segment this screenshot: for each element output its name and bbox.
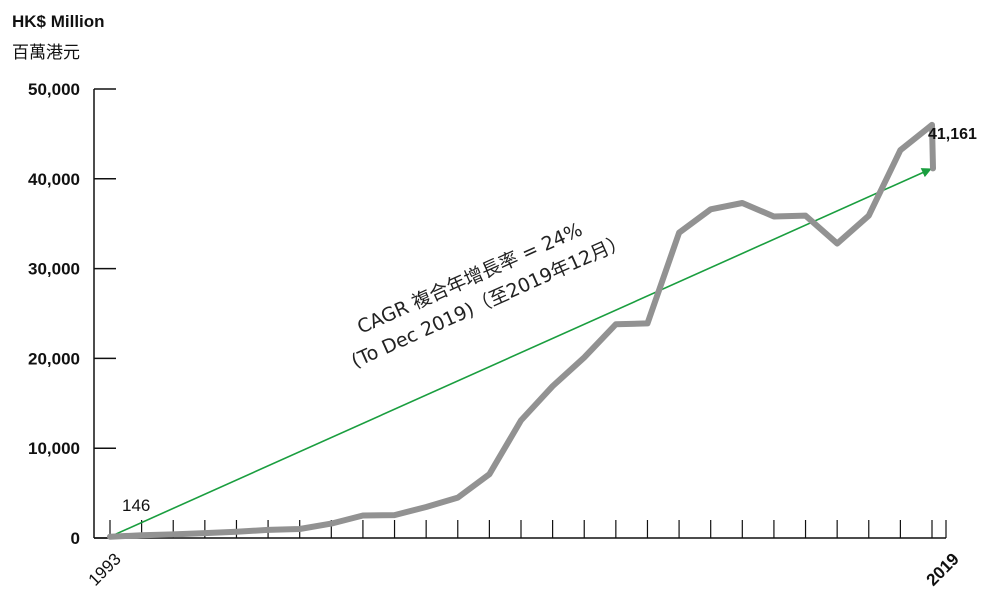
y-tick-label: 20,000 xyxy=(28,349,80,368)
y-axis-unit-label: HK$ Million xyxy=(12,12,105,31)
x-tick-label-last: 2019 xyxy=(923,549,963,589)
data-labels: 146 41,161 xyxy=(122,126,977,515)
cagr-trend-line xyxy=(109,168,932,538)
y-tick-label: 40,000 xyxy=(28,170,80,189)
y-axis-ticks: 0 10,000 20,000 30,000 40,000 50,000 xyxy=(28,80,116,548)
y-axis-unit-label-chinese: 百萬港元 xyxy=(12,43,80,63)
axes xyxy=(93,89,946,539)
y-tick-label: 0 xyxy=(71,529,80,548)
y-tick-label: 10,000 xyxy=(28,439,80,458)
data-label-end: 41,161 xyxy=(928,126,977,143)
data-label-start: 146 xyxy=(122,496,150,515)
x-tick-label-first: 1993 xyxy=(85,549,125,589)
cagr-trend-arrow xyxy=(109,168,932,538)
y-tick-label: 50,000 xyxy=(28,80,80,99)
series-lines xyxy=(107,121,936,540)
y-tick-label: 30,000 xyxy=(28,260,80,279)
series-line xyxy=(107,121,936,540)
